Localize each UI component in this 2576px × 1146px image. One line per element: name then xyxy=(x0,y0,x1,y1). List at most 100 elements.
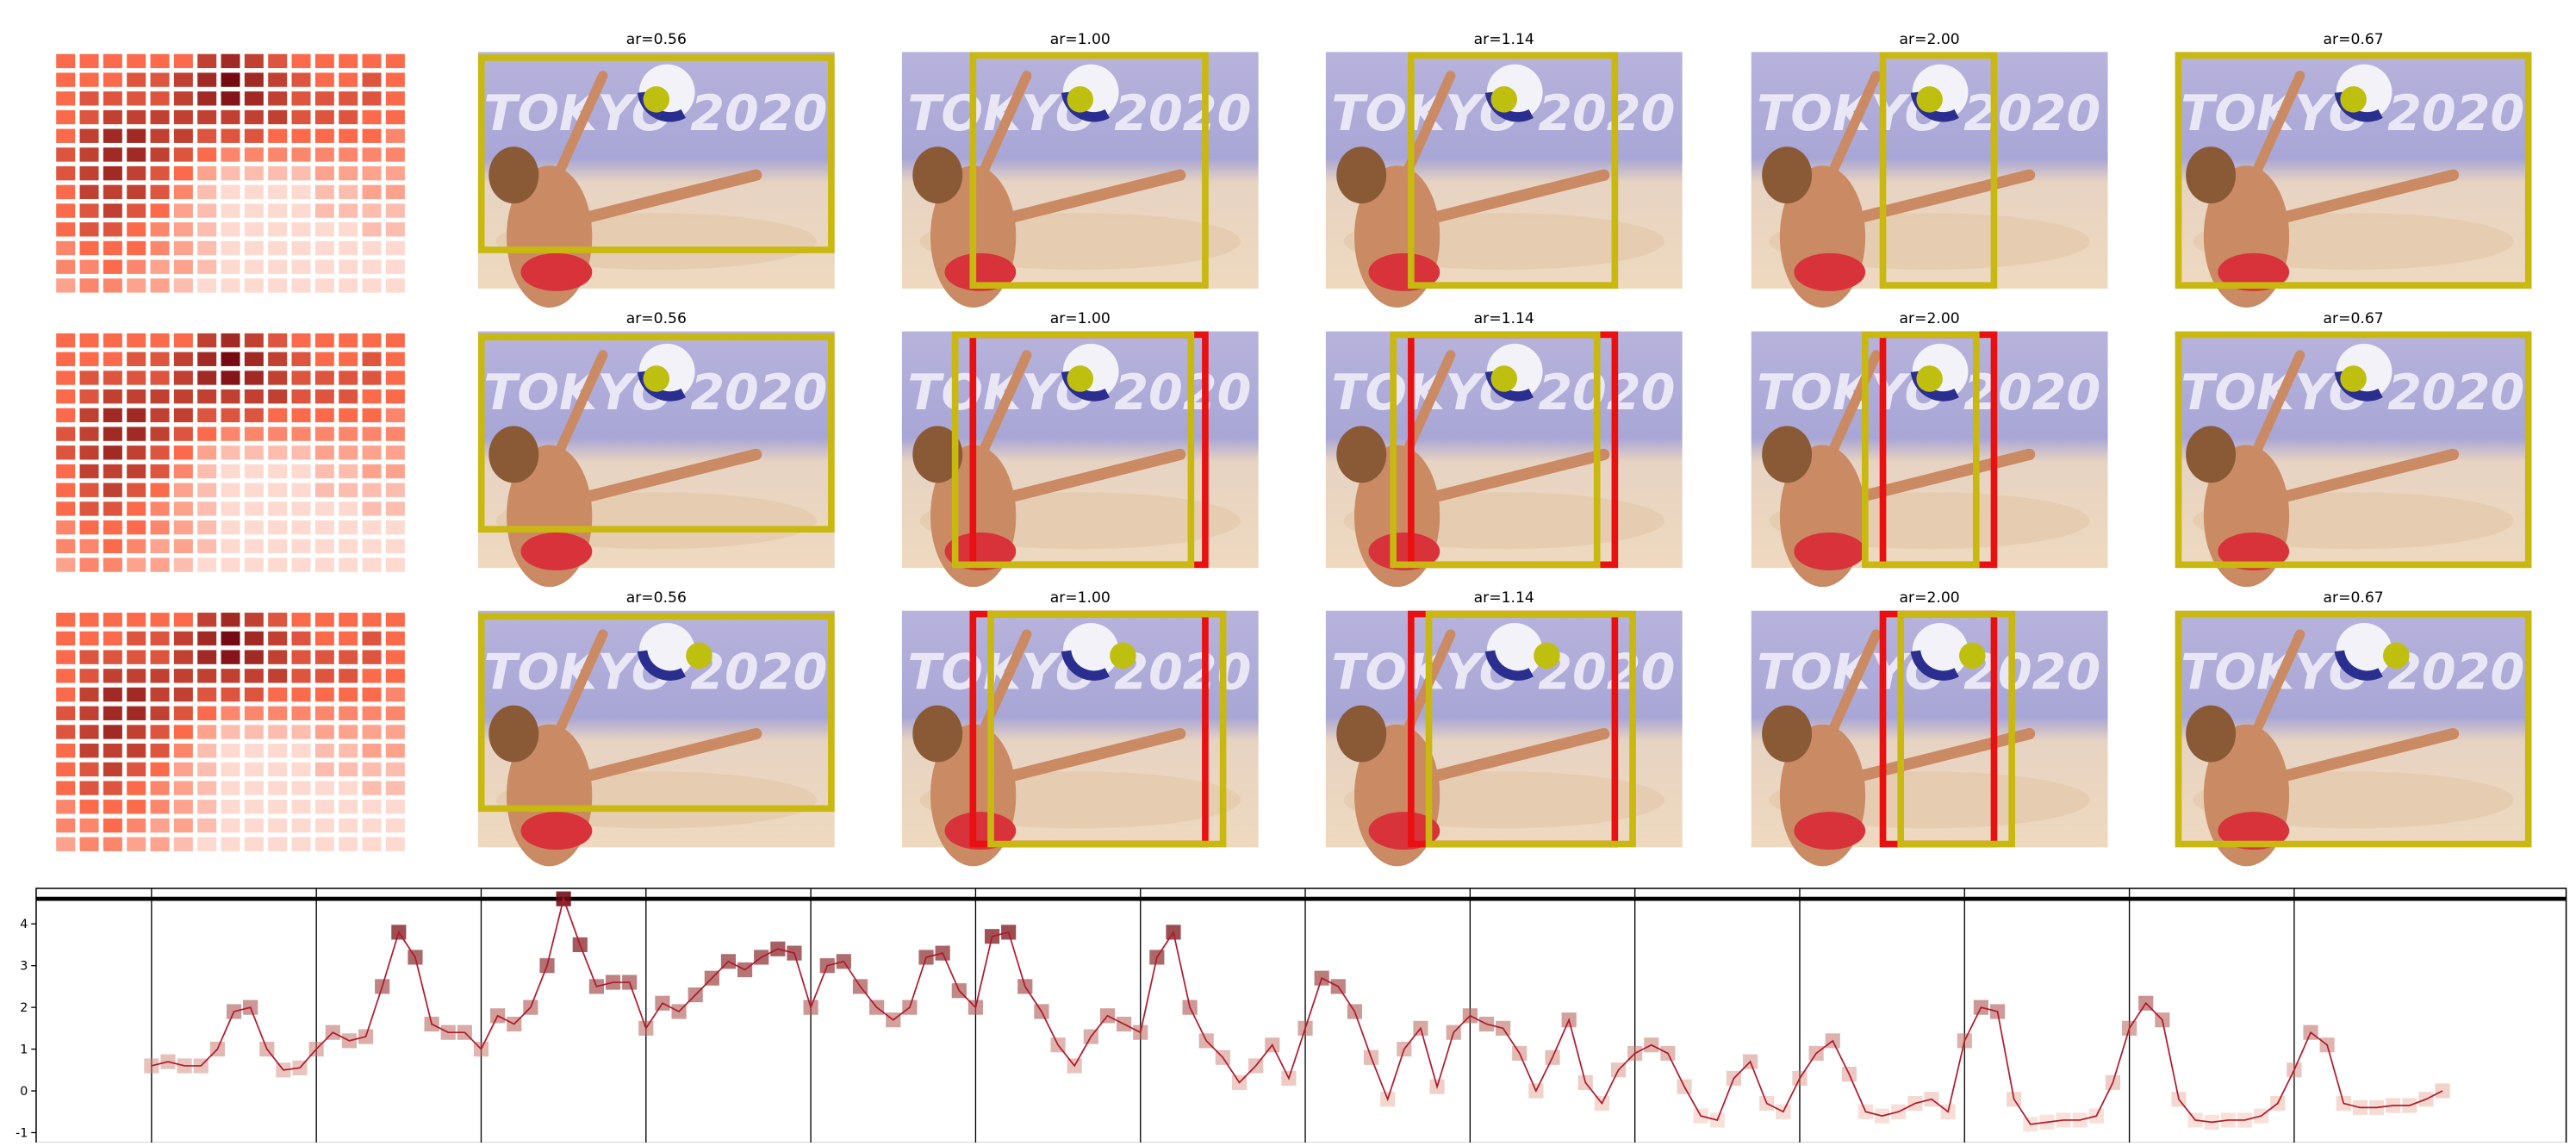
heatmap-cell xyxy=(56,725,76,739)
y-tick-label: 4 xyxy=(20,918,28,931)
heatmap-cell xyxy=(79,109,99,125)
heatmap-cell xyxy=(385,501,405,516)
heatmap-cell xyxy=(339,278,358,293)
heatmap-cell xyxy=(221,165,240,181)
photo-panel: TOKYO 2020 xyxy=(1325,331,1683,588)
heatmap-cell xyxy=(291,631,311,646)
heatmap-cell xyxy=(244,725,264,739)
heatmap-cell xyxy=(173,613,193,627)
heatmap-cell xyxy=(56,427,76,441)
heatmap-cell xyxy=(221,501,240,516)
panel-title: ar=0.56 xyxy=(626,589,687,607)
heatmap-cell xyxy=(127,259,146,274)
heatmap-cell xyxy=(268,427,288,441)
heatmap-cell xyxy=(339,744,358,758)
heatmap-cell xyxy=(362,408,382,423)
heatmap-cell xyxy=(197,706,217,720)
yellow-box xyxy=(951,331,1195,569)
player-arm xyxy=(985,727,1186,788)
heatmap-cell xyxy=(314,91,334,106)
heatmap-cell xyxy=(79,837,99,851)
heatmap-cell xyxy=(385,613,405,627)
heatmap-cell xyxy=(291,706,311,720)
heatmap-cell xyxy=(103,72,122,87)
heatmap-cell xyxy=(197,613,217,627)
heatmap-cell xyxy=(173,557,193,572)
heatmap-cell xyxy=(150,91,170,106)
heatmap-cell xyxy=(244,445,264,460)
heatmap-cell xyxy=(244,464,264,479)
heatmap-cell xyxy=(221,818,240,833)
heatmap-cell xyxy=(103,557,122,572)
yellow-box xyxy=(987,610,1227,848)
heatmap-cell xyxy=(173,128,193,143)
player-arm xyxy=(2241,629,2305,758)
photo-panel: TOKYO 2020 xyxy=(901,52,1259,308)
player-arm xyxy=(2258,727,2460,788)
heatmap-cell xyxy=(362,333,382,348)
heatmap-cell xyxy=(197,800,217,814)
ball-dot xyxy=(1067,86,1094,113)
heatmap-cell xyxy=(244,352,264,366)
heatmap-cell xyxy=(268,72,288,87)
heatmap-cell xyxy=(268,520,288,535)
heatmap-cell xyxy=(197,650,217,664)
heatmap-cell xyxy=(385,687,405,702)
heatmap-cell xyxy=(268,259,288,274)
heatmap-cell xyxy=(221,837,240,851)
heatmap-cell xyxy=(150,352,170,366)
heatmap-cell xyxy=(221,91,240,106)
heatmap-cell xyxy=(268,650,288,664)
photo-panel: TOKYO 2020 xyxy=(901,610,1259,867)
heatmap-cell xyxy=(150,483,170,497)
heatmap-cell xyxy=(103,669,122,683)
heatmap-cell xyxy=(291,613,311,627)
yellow-box xyxy=(1862,331,1980,569)
heatmap-cell xyxy=(362,389,382,404)
heatmap-cell xyxy=(79,483,99,497)
heatmap-cell xyxy=(339,501,358,516)
player-top xyxy=(2218,532,2290,570)
heatmap-cell xyxy=(268,800,288,814)
ball-dot xyxy=(1067,365,1094,392)
heatmap-cell xyxy=(103,613,122,627)
player-top xyxy=(944,812,1017,850)
heatmap-cell xyxy=(291,464,311,479)
heatmap-cell xyxy=(268,278,288,293)
heatmap-cell xyxy=(362,72,382,87)
player-arm xyxy=(1391,350,1456,479)
heatmap-cell xyxy=(56,539,76,554)
heatmap-cell xyxy=(244,687,264,702)
heatmap-cell xyxy=(173,408,193,423)
heatmap-cell xyxy=(79,687,99,702)
heatmap-cell xyxy=(173,539,193,554)
heatmap-cell xyxy=(127,687,146,702)
ball-dot xyxy=(1534,642,1560,670)
heatmap-cell xyxy=(314,389,334,404)
heatmap-cell xyxy=(150,147,170,162)
heatmap-cell xyxy=(79,165,99,181)
player-arm xyxy=(1834,448,2036,508)
heatmap-cell xyxy=(127,818,146,833)
heatmap-cell xyxy=(56,91,76,106)
heatmap-cell xyxy=(339,53,358,69)
heatmap-cell xyxy=(127,613,146,627)
heatmap-cell xyxy=(362,53,382,69)
heatmap-cell xyxy=(56,650,76,664)
heatmap-cell xyxy=(56,520,76,535)
heatmap-cell xyxy=(244,800,264,814)
heatmap-cell xyxy=(173,389,193,404)
heatmap-cell xyxy=(173,781,193,795)
player-arm xyxy=(1409,448,1610,508)
heatmap-cell xyxy=(127,389,146,404)
heatmap-cell xyxy=(150,725,170,739)
heatmap-cell xyxy=(197,539,217,554)
panel-title: ar=0.67 xyxy=(2324,589,2384,607)
heatmap-cell xyxy=(103,837,122,851)
heatmap-cell xyxy=(197,445,217,460)
heatmap-cell xyxy=(127,203,146,218)
heatmap-cell xyxy=(221,371,240,385)
heatmap-cell xyxy=(150,781,170,795)
heatmap-cell xyxy=(127,333,146,348)
heatmap-cell xyxy=(79,631,99,646)
